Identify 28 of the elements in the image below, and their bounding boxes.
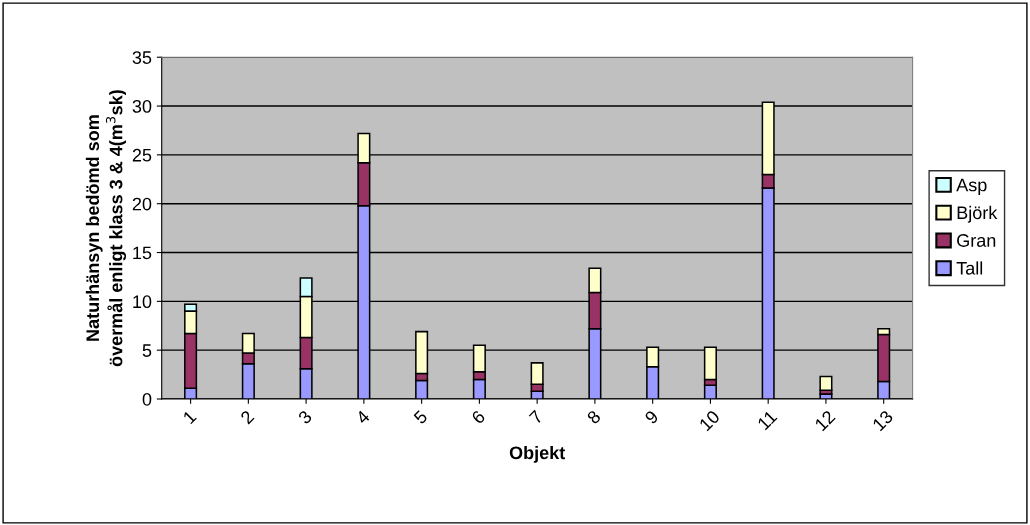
y-tick-label: 10 <box>133 295 152 309</box>
x-tick-label: 9 <box>644 409 660 425</box>
x-tick-label: 7 <box>528 409 544 425</box>
y-axis-title: Naturhänsyn bedömd som övermål enligt klass 3 & 4(m$^{3}$sk) <box>85 90 127 367</box>
x-axis-title: Objekt <box>509 445 566 463</box>
x-tick-label: 10 <box>698 409 721 432</box>
x-tick-label: 4 <box>355 409 371 425</box>
x-tick-label: 1 <box>182 409 197 425</box>
legend-label: Tall <box>956 261 983 275</box>
y-tick-label: 15 <box>133 246 152 260</box>
y-tick-label: 35 <box>132 51 152 64</box>
y-tick-label: 20 <box>132 197 152 211</box>
y-tick-label: 25 <box>132 148 152 162</box>
x-tick-label: 8 <box>586 409 602 425</box>
x-tick-label: 2 <box>239 409 255 425</box>
y-tick-label: 5 <box>142 344 152 357</box>
x-tick-label: 6 <box>470 409 486 425</box>
x-tick-label: 5 <box>413 409 429 425</box>
legend-label: Asp <box>956 178 987 195</box>
x-tick-label: 11 <box>757 409 778 431</box>
legend-label: Björk <box>957 205 998 223</box>
x-tick-label: 12 <box>814 409 836 432</box>
bar <box>819 375 833 391</box>
x-tick-label: 13 <box>871 409 894 432</box>
legend-label: Gran <box>957 234 996 247</box>
y-tick-label: 0 <box>142 392 152 406</box>
x-tick-label: 3 <box>297 409 313 425</box>
y-tick-label: 30 <box>132 99 152 113</box>
